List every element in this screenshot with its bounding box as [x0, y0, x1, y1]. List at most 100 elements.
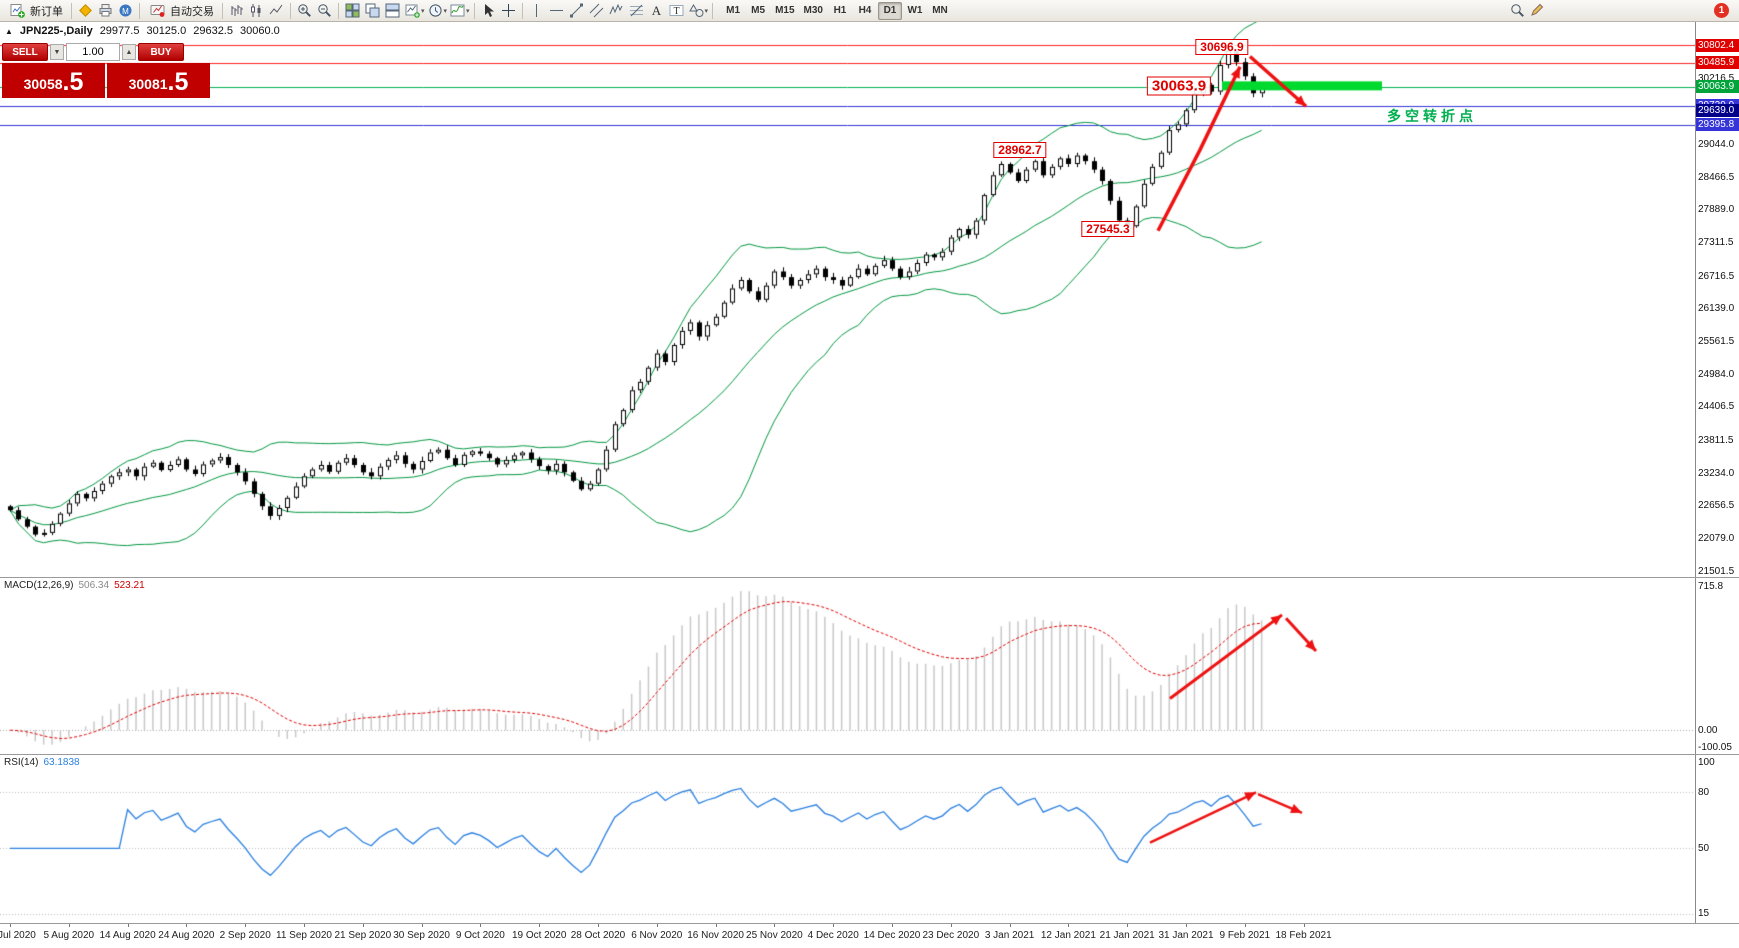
fibonacci-icon[interactable]: [627, 1, 646, 20]
time-tick: [598, 924, 599, 927]
timeframe-button-M1[interactable]: M1: [726, 5, 741, 16]
macd-label: MACD(12,26,9) 506.34 523.21: [4, 580, 145, 591]
svg-text:T: T: [673, 6, 679, 17]
profiles-icon[interactable]: [426, 1, 445, 20]
time-tick: [1009, 924, 1011, 927]
toolbar-right-group: 1: [1508, 1, 1735, 20]
rsi-level-label: 80: [1698, 786, 1710, 798]
new-order-button[interactable]: 新订单: [4, 1, 67, 21]
channel-icon[interactable]: [587, 1, 606, 20]
sell-price-display[interactable]: 30058.5: [2, 63, 105, 98]
price-annotation[interactable]: 27545.3: [1081, 220, 1135, 237]
tile-windows-icon[interactable]: [343, 1, 362, 20]
trendline-icon[interactable]: [567, 1, 586, 20]
date-label: 28 Oct 2020: [570, 930, 626, 941]
time-tick: [127, 924, 129, 927]
price-annotation[interactable]: 30063.9: [1146, 76, 1212, 96]
timeframe-button-M5[interactable]: M5: [751, 5, 766, 16]
date-label: 4 Dec 2020: [807, 930, 859, 941]
new-order-icon: [8, 1, 27, 20]
vertical-line-icon[interactable]: [527, 1, 546, 20]
time-tick: [892, 924, 893, 927]
timeframe-button-M15[interactable]: M15: [775, 5, 795, 16]
time-tick: [833, 924, 835, 927]
time-tick: [1186, 924, 1187, 927]
horizontal-line-icon[interactable]: [547, 1, 566, 20]
volume-decrease-button[interactable]: ▼: [50, 44, 64, 60]
price-level-label: 30485.9: [1696, 56, 1739, 70]
volume-increase-button[interactable]: ▲: [122, 44, 136, 60]
buy-button[interactable]: BUY: [138, 43, 184, 61]
time-tick: [774, 924, 776, 927]
sell-price-main: 30058: [23, 76, 63, 92]
buy-price-fraction: .5: [167, 68, 189, 96]
price-tick-label: 24406.5: [1698, 401, 1735, 413]
print-icon[interactable]: [96, 1, 115, 20]
autotrading-icon: [148, 1, 167, 20]
price-tick-label: 28466.5: [1698, 171, 1735, 183]
text-label-icon[interactable]: T: [667, 1, 686, 20]
timeframe-button-H1[interactable]: H1: [833, 5, 847, 16]
time-tick: [1244, 924, 1246, 927]
price-axis[interactable]: 30802.430485.930216.530063.929729.929639…: [1695, 22, 1739, 577]
macd-canvas[interactable]: [0, 578, 1695, 754]
search-icon[interactable]: [1508, 1, 1527, 20]
zoom-in-icon[interactable]: [295, 1, 314, 20]
sell-button[interactable]: SELL: [2, 43, 48, 61]
date-label: 9 Feb 2021: [1219, 930, 1271, 941]
main-chart-canvas[interactable]: [0, 22, 1695, 577]
annotation-layer: 30696.9 30063.9 28962.7 27545.3 多空转折点: [0, 22, 1695, 577]
price-level-label: 29639.0: [1696, 104, 1739, 118]
low-value: 29632.5: [193, 25, 233, 37]
timeframe-button-D1[interactable]: D1: [877, 1, 902, 20]
line-chart-icon[interactable]: [267, 1, 286, 20]
mql5-icon[interactable]: [76, 1, 95, 20]
price-tick-label: 26139.0: [1698, 303, 1735, 315]
date-label: 21 Sep 2020: [334, 930, 392, 941]
text-icon[interactable]: A: [647, 1, 666, 20]
price-annotation[interactable]: 30696.9: [1195, 39, 1249, 56]
buy-price-main: 30081: [128, 76, 168, 92]
time-tick: [362, 924, 364, 927]
timeframe-button-W1[interactable]: W1: [907, 5, 923, 16]
macd-axis[interactable]: 715.8 0.00 -100.05: [1695, 578, 1739, 754]
cascade-windows-icon[interactable]: [363, 1, 382, 20]
chevron-down-icon: ▾: [421, 7, 425, 15]
date-label: 18 Feb 2021: [1275, 930, 1332, 941]
date-label: 24 Aug 2020: [158, 930, 215, 941]
volume-input[interactable]: [66, 43, 120, 61]
time-tick: [1127, 924, 1129, 927]
date-label: 2 Sep 2020: [219, 930, 271, 941]
rsi-canvas[interactable]: [0, 755, 1695, 923]
new-order-label: 新订单: [30, 5, 63, 18]
shapes-icon[interactable]: [687, 1, 706, 20]
timeframe-button-H4[interactable]: H4: [858, 5, 872, 16]
bar-chart-icon[interactable]: [227, 1, 246, 20]
price-annotation[interactable]: 28962.7: [993, 141, 1047, 158]
autotrading-button[interactable]: 自动交易: [144, 1, 218, 21]
zoom-out-icon[interactable]: [315, 1, 334, 20]
cursor-icon[interactable]: [479, 1, 498, 20]
autotrading-label: 自动交易: [170, 5, 214, 18]
crosshair-icon[interactable]: [499, 1, 518, 20]
rsi-name: RSI(14): [4, 757, 39, 768]
candlestick-chart-icon[interactable]: [247, 1, 266, 20]
price-tick-label: 26716.5: [1698, 270, 1735, 282]
arrange-windows-icon[interactable]: [383, 1, 402, 20]
time-tick: [1068, 924, 1070, 927]
timeframe-button-M30[interactable]: M30: [803, 5, 823, 16]
toolbar-separator: [290, 2, 291, 19]
elliott-wave-icon[interactable]: [607, 1, 626, 20]
community-icon[interactable]: M: [116, 1, 135, 20]
buy-price-display[interactable]: 30081.5: [107, 63, 210, 98]
rsi-axis[interactable]: 100 80 50 15: [1695, 755, 1739, 923]
edit-pencil-icon[interactable]: [1527, 1, 1546, 20]
indicators-icon[interactable]: [448, 1, 467, 20]
new-chart-icon[interactable]: [403, 1, 422, 20]
price-tick-label: 21501.5: [1698, 565, 1735, 577]
notification-badge[interactable]: 1: [1714, 3, 1729, 18]
time-tick: [10, 924, 11, 927]
timeframe-button-MN[interactable]: MN: [932, 5, 948, 16]
note-annotation[interactable]: 多空转折点: [1387, 108, 1477, 125]
